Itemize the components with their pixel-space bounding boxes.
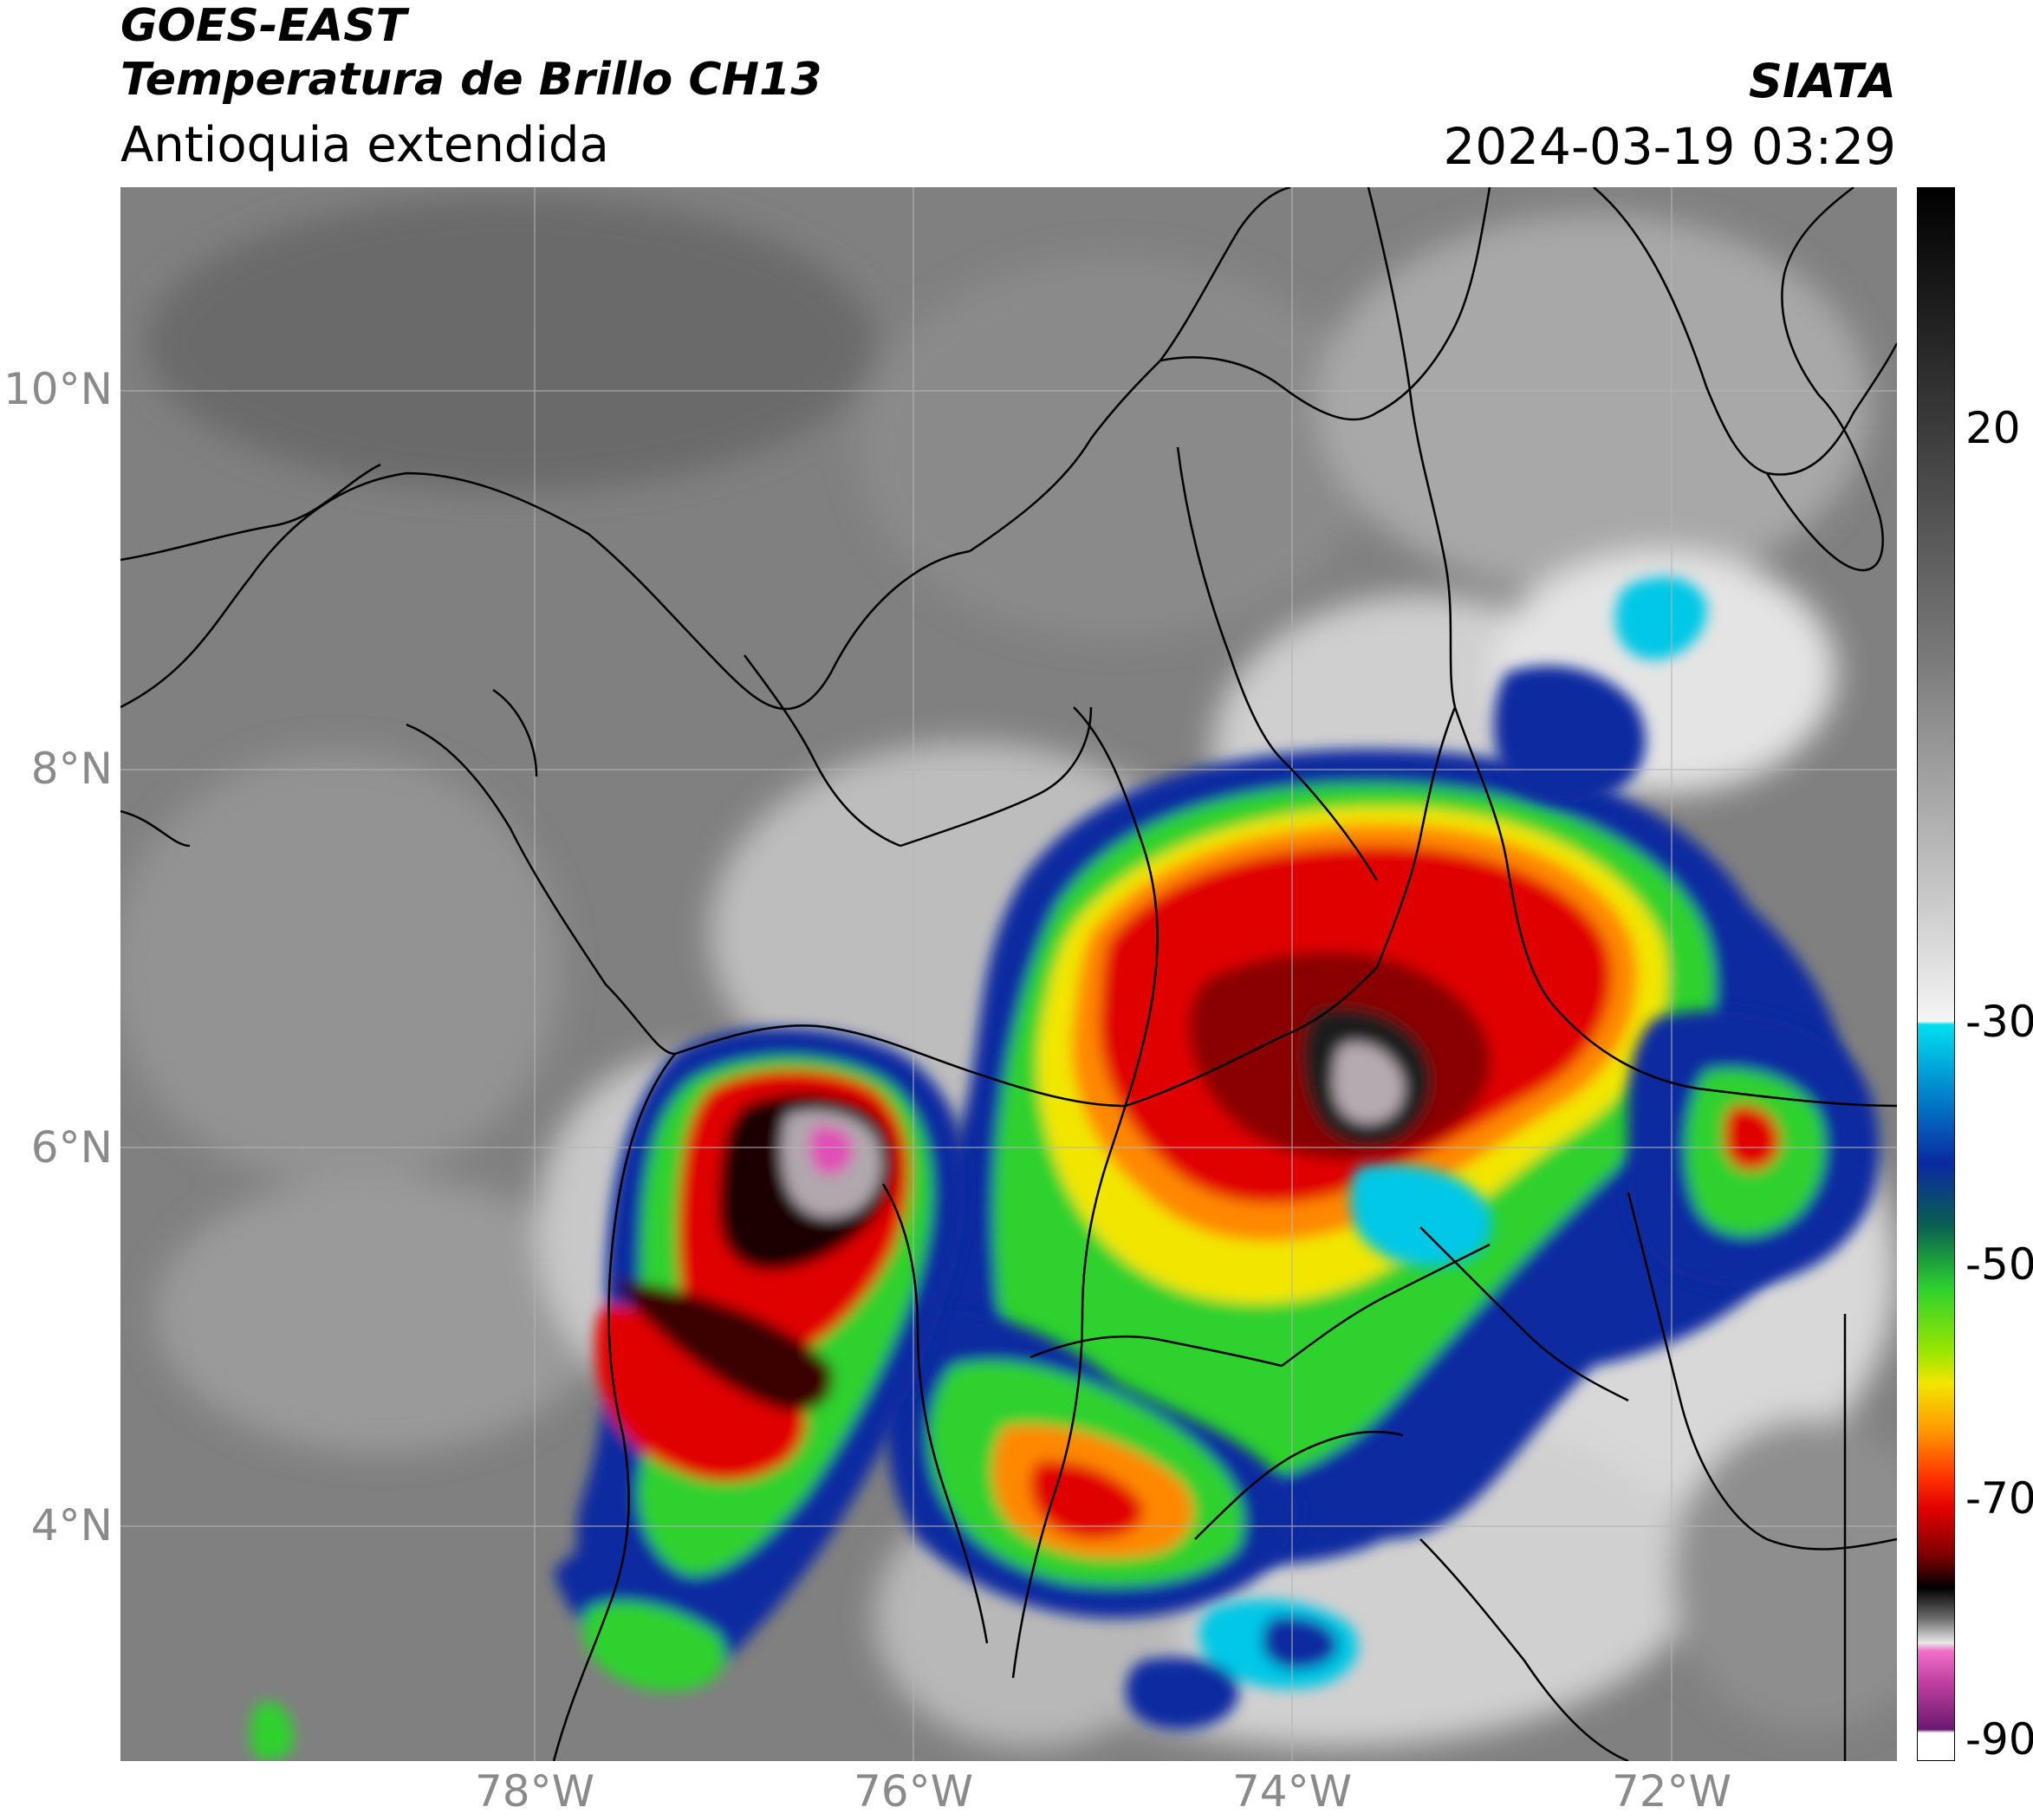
- graticule: [120, 187, 1897, 1761]
- lon-label-74w: 74°W: [1231, 1766, 1353, 1817]
- lon-label-72w: 72°W: [1611, 1766, 1732, 1817]
- lat-label-6n: 6°N: [30, 1122, 113, 1173]
- lat-label-4n: 4°N: [30, 1500, 113, 1550]
- colorbar-tick-minus30: -30: [1965, 997, 2033, 1047]
- colorbar-tick-minus90: -90: [1965, 1714, 2033, 1765]
- product-title: GOES-EAST: [120, 0, 407, 52]
- lat-label-8n: 8°N: [30, 744, 113, 794]
- region-label: Antioquia extendida: [120, 117, 609, 173]
- storm-south-band: [885, 1309, 1299, 1619]
- storm-northeast: [1494, 576, 1880, 1288]
- satellite-map: [120, 187, 1897, 1761]
- lon-label-78w: 78°W: [474, 1766, 595, 1817]
- colorbar-tick-20: 20: [1965, 403, 2021, 453]
- boundaries: [120, 187, 1897, 1761]
- storm-west: [554, 1028, 966, 1692]
- temperature-colorbar: [1917, 187, 1955, 1761]
- lat-label-10n: 10°N: [3, 364, 113, 414]
- product-subtitle: Temperatura de Brillo CH13: [120, 54, 822, 106]
- storm-small-cells: [250, 1164, 1492, 1761]
- colorbar-tick-minus50: -50: [1965, 1239, 2033, 1290]
- timestamp: 2024-03-19 03:29: [1443, 117, 1896, 176]
- organization-label: SIATA: [1748, 54, 1896, 108]
- lon-label-76w: 76°W: [853, 1766, 974, 1817]
- colorbar-tick-minus70: -70: [1965, 1473, 2033, 1524]
